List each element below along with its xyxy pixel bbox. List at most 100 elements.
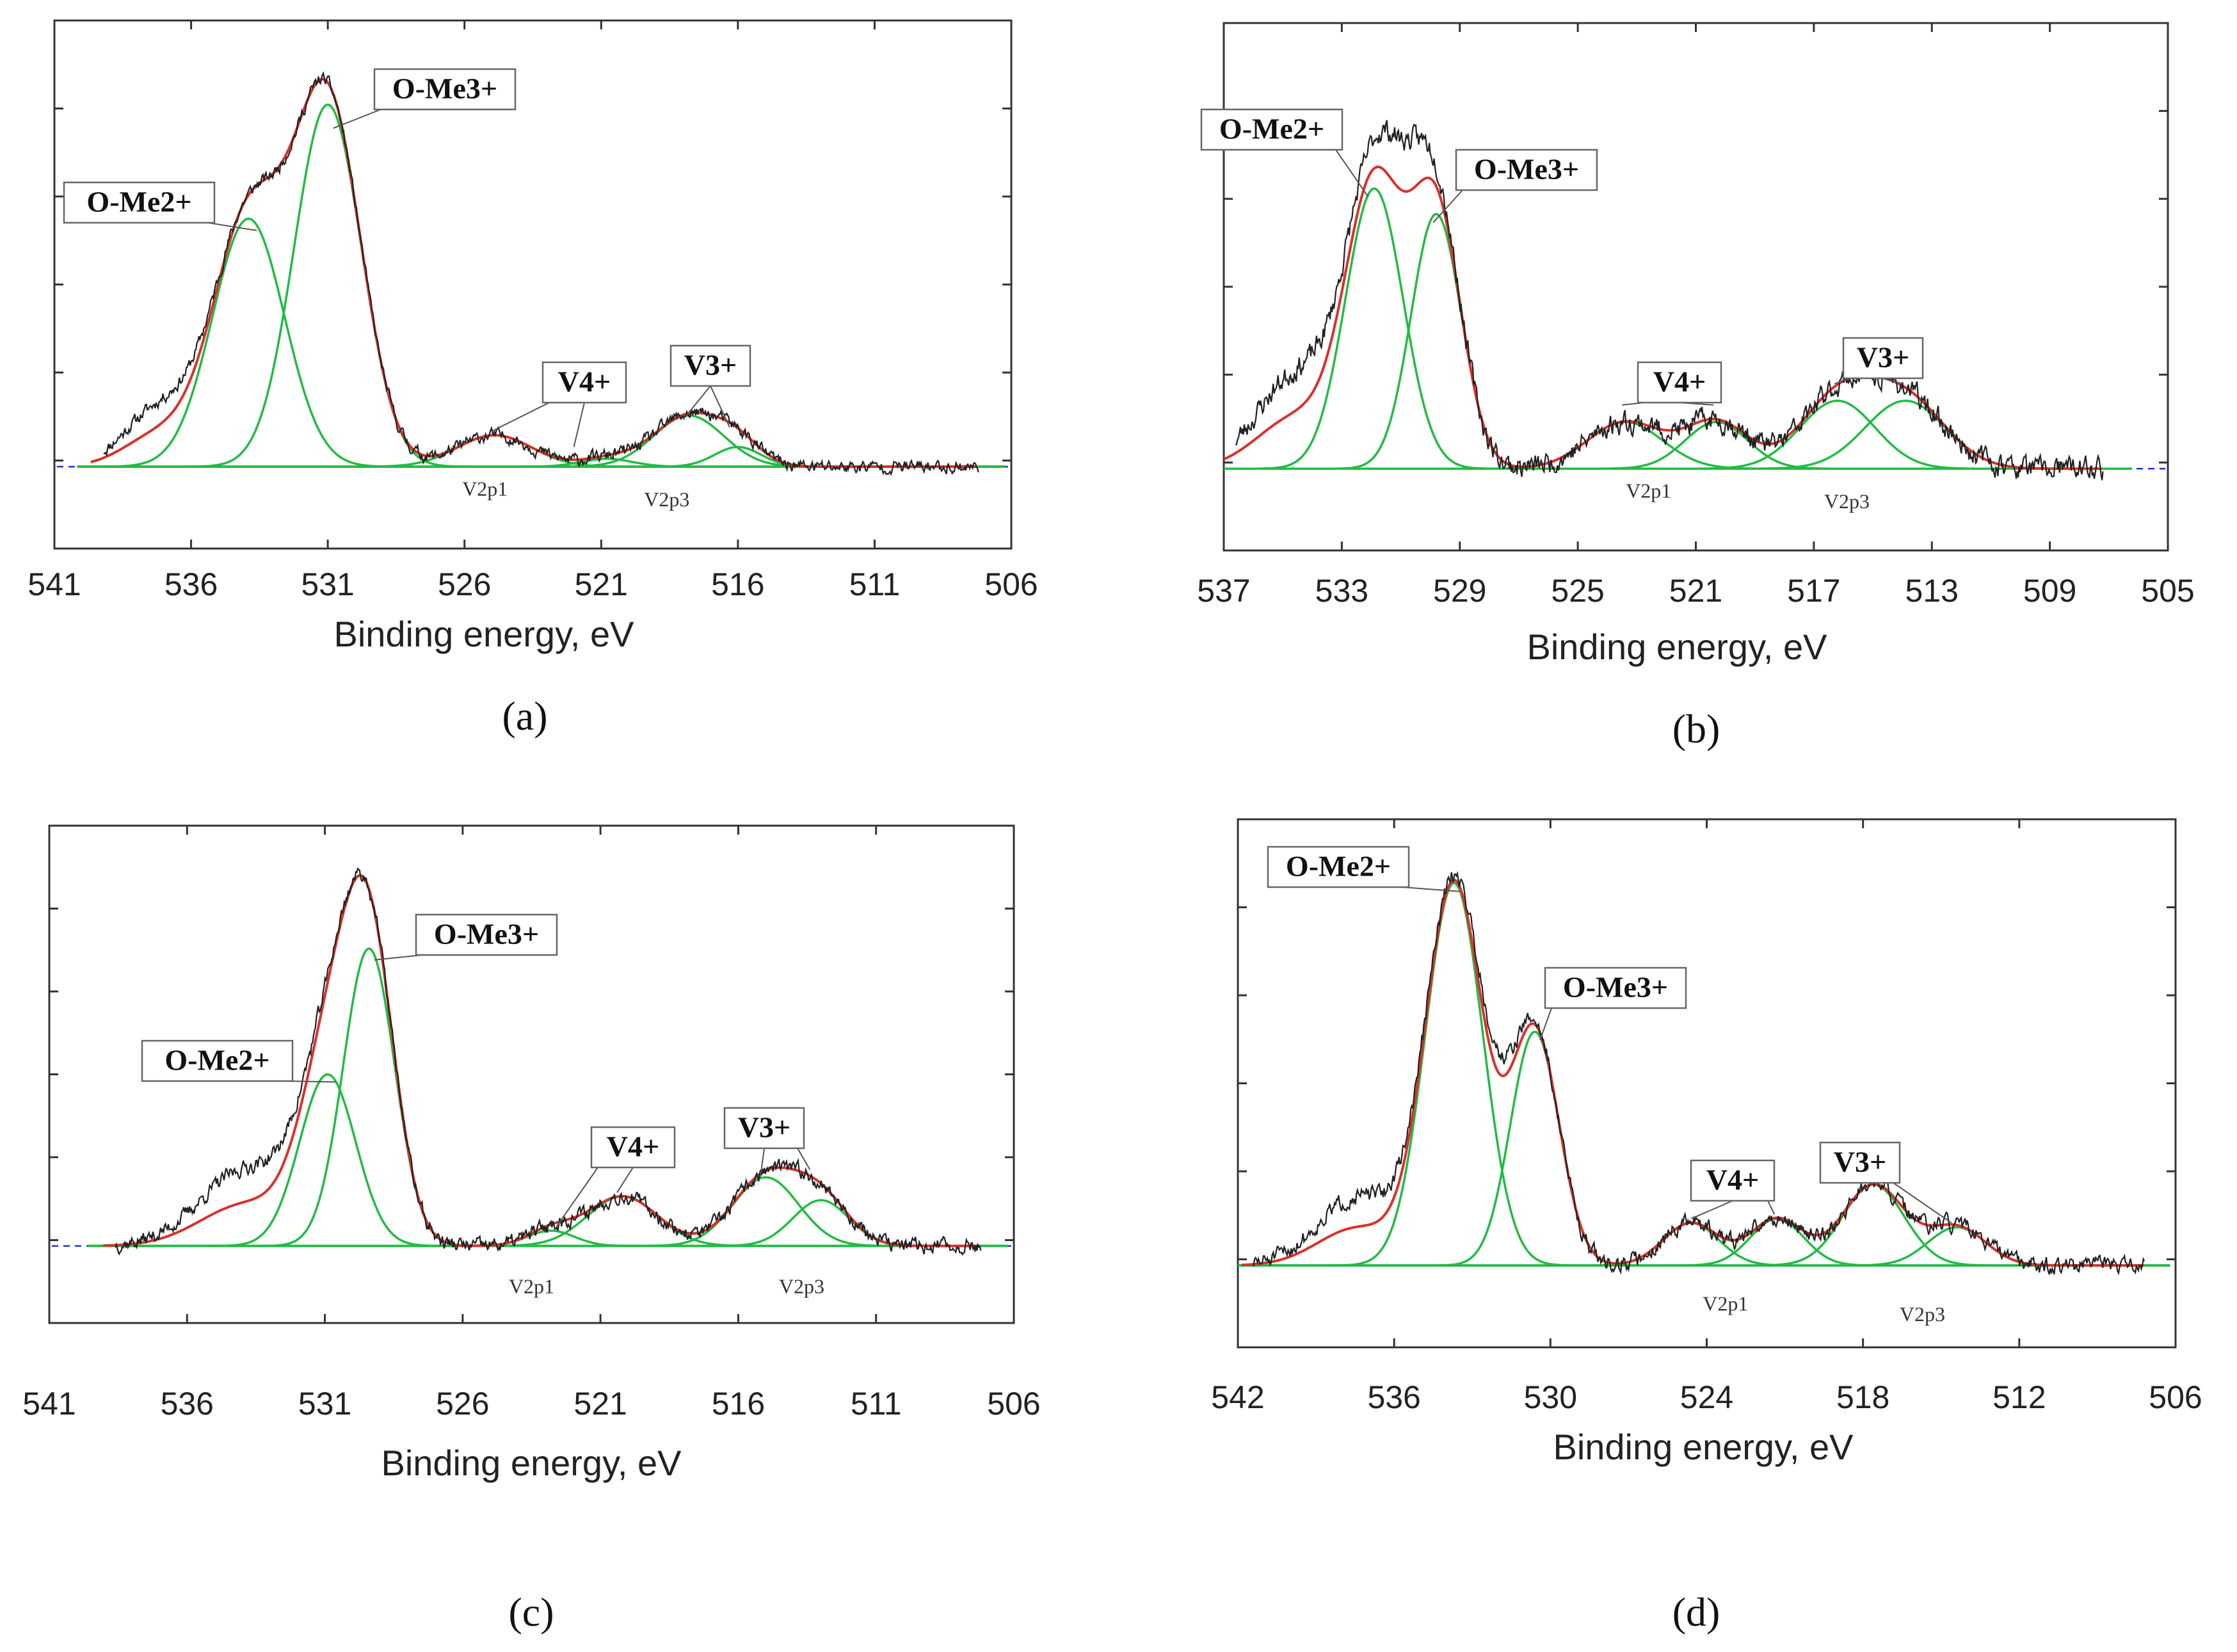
peak-label: V4+ — [1653, 365, 1706, 397]
x-tick-label: 506 — [984, 566, 1038, 602]
peak-label-box — [1637, 361, 1722, 404]
peak-label-box — [1690, 1159, 1776, 1202]
leader-line — [207, 222, 257, 232]
panel-a: 541 536 531 526 521 516 511 506 Binding energy, … — [28, 19, 1038, 739]
panel-c: 541 536 531 526 521 516 511 506 Binding energy, … — [22, 824, 1041, 1635]
component-peak — [1238, 1226, 2170, 1267]
component-peak — [1238, 881, 2170, 1267]
component-label: V2p3 — [779, 1274, 824, 1297]
peak-label: O-Me3+ — [392, 72, 497, 104]
peak-label: V4+ — [607, 1130, 659, 1162]
x-tick-label: 531 — [301, 566, 354, 602]
leader-line — [573, 402, 585, 447]
x-tick-label: 536 — [161, 1386, 214, 1422]
x-tick-label: 516 — [711, 566, 764, 602]
peak-label: O-Me3+ — [434, 917, 539, 950]
x-tick-label: 541 — [28, 566, 81, 602]
panel-b: 537 533 529 525 521 517 513 509 505 Binding energ… — [1197, 22, 2195, 751]
x-tick-label: 521 — [1669, 573, 1722, 609]
raw-spectrum — [103, 71, 979, 476]
plot-frame — [1237, 818, 2177, 1349]
peak-label: O-Me3+ — [1563, 970, 1668, 1003]
component-label: V2p1 — [509, 1274, 554, 1297]
raw-spectrum — [1235, 120, 2104, 481]
x-tick-label: 536 — [1367, 1379, 1420, 1415]
component-peak — [88, 1229, 1008, 1247]
peak-label-box — [1819, 1141, 1901, 1184]
x-tick-label: 533 — [1315, 573, 1368, 609]
leader-line — [797, 1148, 811, 1170]
envelope-fit — [1241, 878, 2144, 1267]
x-tick-label: 536 — [164, 566, 218, 602]
raw-spectrum — [1253, 870, 2145, 1276]
peak-label-box — [1267, 846, 1410, 888]
raw-spectrum — [115, 867, 982, 1256]
x-tick-label: 506 — [987, 1386, 1040, 1422]
x-tick-label: 517 — [1787, 573, 1840, 609]
component-peak — [1224, 399, 2132, 470]
component-label: V2p3 — [1824, 490, 1870, 513]
peak-label-box — [669, 344, 751, 387]
leader-line — [1432, 189, 1463, 223]
peak-label: O-Me2+ — [1219, 112, 1324, 145]
peak-label-box — [590, 1126, 676, 1169]
peak-label: V3+ — [684, 348, 737, 381]
peak-label-box — [1200, 108, 1343, 151]
x-tick-label: 525 — [1551, 573, 1604, 609]
component-peak — [77, 414, 1006, 468]
peak-label-box — [541, 361, 627, 404]
leader-line — [374, 954, 423, 961]
x-tick-label: 511 — [849, 566, 901, 602]
x-tick-label: 516 — [712, 1386, 765, 1422]
peak-label: V4+ — [558, 365, 611, 397]
leader-line — [1690, 1200, 1733, 1219]
component-peak — [88, 947, 1008, 1247]
x-tick-label: 542 — [1211, 1379, 1264, 1415]
panel-label: (a) — [502, 693, 547, 739]
peak-label-box — [1455, 148, 1598, 191]
envelope-fit — [1223, 165, 2102, 470]
plot-frame — [1223, 22, 2169, 552]
leader-line — [710, 385, 730, 428]
leader-line — [1539, 1007, 1552, 1041]
leader-line — [682, 385, 711, 420]
component-peak — [88, 1073, 1008, 1247]
x-axis-title: Binding energy, eV — [1553, 1427, 1854, 1467]
leader-line — [1893, 1182, 1952, 1224]
peak-label: O-Me3+ — [1474, 152, 1579, 185]
x-tick-label: 530 — [1524, 1379, 1577, 1415]
x-tick-label: 513 — [1905, 573, 1959, 609]
component-peak — [88, 1195, 1008, 1247]
component-peak — [1224, 399, 2132, 470]
leader-line — [759, 1148, 765, 1178]
panel-label: (d) — [1672, 1589, 1720, 1635]
leader-line — [1335, 149, 1369, 198]
peak-label-box — [373, 68, 517, 111]
leader-line — [1402, 886, 1459, 892]
leader-line — [1882, 378, 1903, 385]
component-peak — [77, 218, 1006, 468]
panel-label: (b) — [1672, 706, 1720, 751]
x-axis-title: Binding energy, eV — [1527, 627, 1827, 667]
peak-label-box — [63, 181, 216, 224]
component-label: V2p3 — [1900, 1303, 1945, 1326]
panel-d: 542 536 530 524 518 512 506 Binding energy, eV (… — [1211, 818, 2202, 1635]
x-tick-label: 531 — [298, 1386, 351, 1422]
x-tick-label: 505 — [2141, 573, 2194, 609]
x-tick-label: 512 — [1992, 1379, 2046, 1415]
peak-label: O-Me2+ — [164, 1043, 269, 1076]
peak-label-box — [723, 1107, 805, 1150]
leader-line — [556, 1167, 598, 1228]
peak-label: V3+ — [1857, 341, 1909, 373]
peak-label-box — [1842, 337, 1924, 380]
leader-line — [333, 109, 381, 129]
component-label: V2p3 — [644, 488, 689, 511]
x-tick-label: 541 — [22, 1386, 76, 1422]
peak-label: V3+ — [1834, 1145, 1886, 1178]
component-label: V2p1 — [462, 477, 508, 501]
leader-line — [491, 402, 550, 432]
peak-label-box — [415, 913, 558, 956]
peak-label: O-Me2+ — [1286, 849, 1391, 882]
peak-label-box — [141, 1039, 294, 1082]
